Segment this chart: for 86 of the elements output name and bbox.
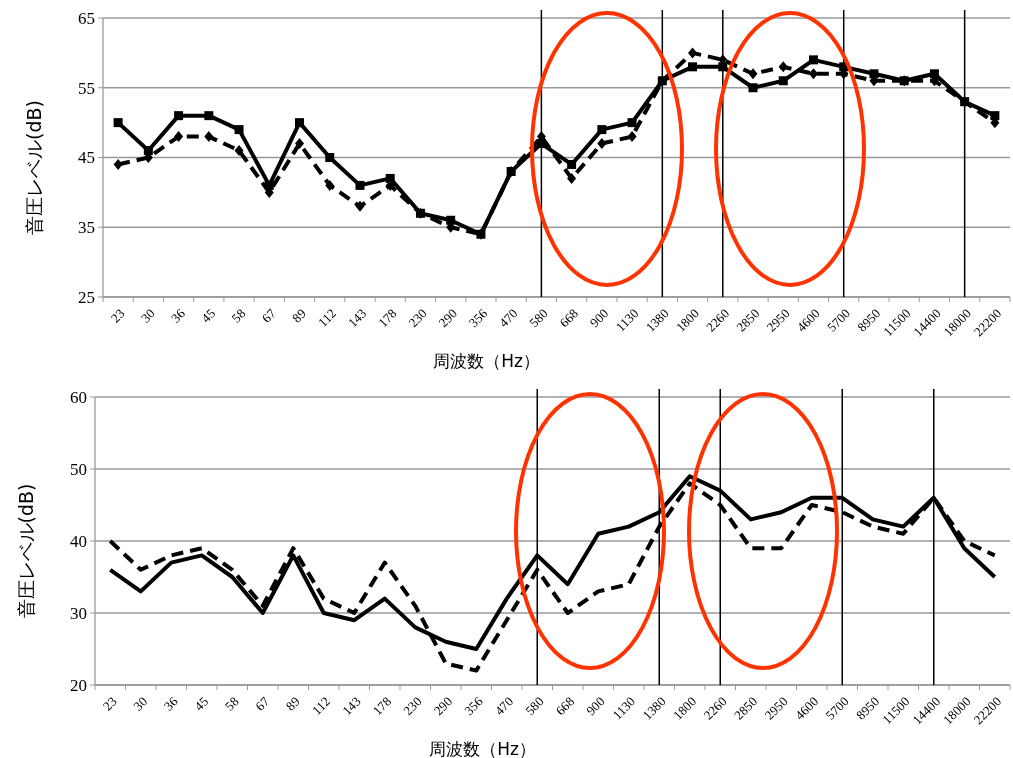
point [778, 61, 788, 73]
point [869, 69, 879, 79]
x-tick-label: 36 [160, 693, 181, 714]
x-tick-label: 112 [315, 305, 340, 330]
x-tick-label: 30 [130, 693, 151, 714]
x-tick-label: 45 [198, 305, 219, 326]
x-tick-label: 4600 [793, 305, 823, 335]
x-tick-label: 67 [258, 305, 279, 326]
point [113, 118, 123, 128]
point [597, 125, 607, 135]
x-tick-label: 470 [496, 305, 521, 331]
y-tick-label: 50 [70, 459, 87, 479]
x-tick-label: 900 [586, 305, 612, 331]
point [113, 158, 123, 170]
point [929, 69, 939, 79]
point [808, 68, 818, 80]
point [204, 111, 214, 121]
x-tick-label: 23 [99, 693, 120, 714]
x-tick-label: 67 [252, 693, 273, 714]
point [990, 111, 1000, 121]
y-axis-title: 音圧レベル(dB) [15, 483, 37, 619]
x-tick-label: 143 [339, 693, 364, 719]
point [174, 111, 184, 121]
point [325, 153, 335, 162]
x-tick-label: 58 [228, 305, 249, 326]
x-tick-label: 580 [522, 693, 547, 719]
x-tick-label: 580 [526, 305, 551, 331]
x-tick-label: 36 [168, 305, 189, 326]
point [597, 138, 607, 150]
y-tick-label: 45 [78, 148, 95, 168]
x-tick-label: 45 [191, 693, 212, 714]
y-axis-title: 音圧レベル(dB) [23, 100, 45, 235]
y-tick-label: 25 [78, 287, 95, 307]
point [295, 138, 305, 150]
point [355, 200, 365, 212]
point [778, 76, 788, 86]
x-tick-label: 290 [435, 305, 461, 331]
point [234, 125, 244, 135]
x-axis-title: 周波数（Hz） [429, 739, 536, 758]
point [688, 62, 698, 72]
x-tick-label: 58 [221, 693, 242, 714]
point [627, 118, 637, 128]
x-tick-label: 4600 [792, 693, 822, 723]
x-tick-label: 230 [400, 693, 425, 719]
point [627, 131, 637, 143]
y-tick-label: 20 [70, 675, 87, 695]
point [748, 83, 758, 93]
point [174, 131, 184, 143]
point [143, 146, 153, 156]
x-tick-label: 178 [375, 305, 400, 331]
x-tick-label: 178 [369, 693, 395, 719]
point [325, 179, 335, 191]
x-tick-label: 112 [309, 693, 334, 718]
x-tick-label: 356 [465, 305, 491, 331]
y-tick-label: 40 [70, 531, 87, 551]
point [748, 68, 758, 80]
y-tick-label: 60 [70, 387, 87, 407]
point [355, 180, 365, 190]
x-tick-label: 1130 [609, 693, 639, 723]
x-tick-label: 900 [583, 693, 608, 719]
x-tick-label: 668 [556, 305, 581, 331]
point [808, 55, 818, 65]
point [567, 159, 577, 169]
x-tick-label: 30 [137, 305, 158, 326]
x-tick-label: 230 [405, 305, 430, 331]
point [385, 173, 395, 183]
point [295, 118, 305, 128]
x-tick-label: 8950 [853, 693, 883, 723]
x-tick-label: 356 [461, 693, 486, 719]
point [567, 172, 577, 184]
y-tick-label: 55 [78, 78, 95, 98]
x-tick-label: 668 [552, 693, 578, 719]
point [688, 47, 698, 59]
x-tick-label: 23 [107, 305, 128, 326]
y-tick-label: 65 [78, 8, 95, 28]
x-tick-label: 143 [344, 305, 370, 331]
x-tick-label: 470 [491, 693, 517, 719]
x-tick-label: 1130 [612, 305, 642, 335]
y-tick-label: 35 [78, 218, 95, 238]
x-tick-label: 290 [430, 693, 456, 719]
x-axis-title: 周波数（Hz） [433, 351, 540, 371]
x-tick-label: 89 [289, 305, 309, 326]
x-tick-label: 89 [282, 693, 303, 714]
point [204, 131, 214, 143]
point [234, 145, 244, 157]
y-tick-label: 30 [70, 603, 87, 623]
